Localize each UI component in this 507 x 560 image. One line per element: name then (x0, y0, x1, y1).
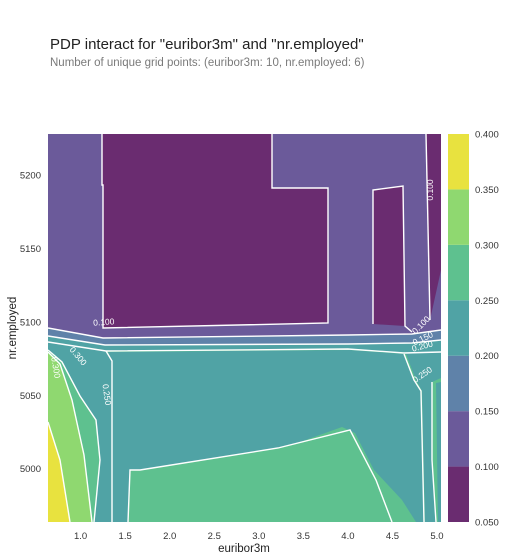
colorbar-band (448, 244, 469, 301)
contour-line-0.250 (105, 350, 113, 522)
y-axis-label: nr.employed (7, 297, 19, 360)
contour-label: 0.300 (49, 356, 63, 379)
contour-line-0.400 (48, 421, 71, 522)
contour-line-0.300 (127, 429, 393, 522)
colorbar-tick-label: 0.250 (475, 296, 499, 307)
colorbar: 0.050 0.100 0.150 0.200 0.250 0.300 0.350 0.400 (448, 130, 499, 529)
contour-band-0.25-0.30 (128, 430, 392, 522)
colorbar-band (448, 466, 469, 522)
contour-fill-layer (48, 134, 441, 522)
contour-line-0.150 (48, 335, 441, 346)
contour-line-0.100 (372, 185, 413, 333)
colorbar-tick-label: 0.150 (475, 407, 499, 418)
contour-line-0.200 (48, 341, 441, 354)
contour-label: 0.100 (93, 316, 115, 327)
contour-label: 0.100 (425, 179, 435, 201)
x-tick-label: 3.0 (252, 531, 265, 542)
colorbar-band (448, 300, 469, 356)
colorbar-tick-label: 0.050 (475, 518, 499, 529)
contour-band-0.20-0.25 (436, 382, 441, 522)
x-tick-label: 1.0 (74, 531, 87, 542)
y-tick-label: 5000 (20, 464, 41, 475)
y-tick-label: 5150 (20, 244, 41, 255)
chart-title: PDP interact for "euribor3m" and "nr.emp… (50, 36, 364, 53)
contour-band-0.35-0.40 (48, 422, 70, 522)
colorbar-tick-label: 0.300 (475, 240, 499, 251)
y-tick-label: 5050 (20, 391, 41, 402)
y-tick-label: 5200 (20, 171, 41, 182)
x-tick-label: 3.5 (297, 531, 310, 542)
colorbar-tick-label: 0.100 (475, 462, 499, 473)
contour-band-0.05-0.10 (373, 186, 405, 326)
x-tick-label: 2.5 (208, 531, 221, 542)
contour-line-0.100 (48, 327, 441, 339)
chart-subtitle: Number of unique grid points: (euribor3m… (50, 57, 365, 69)
contour-line-0.100 (425, 134, 431, 321)
x-tick-label: 5.0 (430, 531, 443, 542)
colorbar-band (448, 189, 469, 245)
axes: 1.0 1.5 2.0 2.5 3.0 3.5 4.0 4.5 5.0 5000 5050 5100 5… (20, 171, 444, 542)
contour-band-0.20-0.25-inner (108, 350, 424, 522)
y-tick-label: 5100 (20, 317, 41, 328)
contour-line-0.100 (101, 134, 329, 329)
colorbar-tick-label: 0.350 (475, 185, 499, 196)
x-tick-label: 2.0 (163, 531, 176, 542)
contour-lines (48, 134, 441, 522)
contour-line-0.250 (403, 353, 425, 522)
contour-line-0.350 (48, 351, 93, 522)
contour-label: 0.250 (101, 383, 114, 406)
contour-line-0.250 (431, 382, 437, 522)
x-tick-label: 4.0 (341, 531, 354, 542)
contour-line-0.300 (48, 349, 101, 522)
x-tick-label: 4.5 (386, 531, 399, 542)
colorbar-tick-label: 0.200 (475, 351, 499, 362)
colorbar-band (448, 134, 469, 190)
colorbar-band (448, 411, 469, 467)
x-axis-label: euribor3m (218, 543, 270, 555)
colorbar-band (448, 355, 469, 412)
contour-band-0.05-0.10 (426, 134, 441, 320)
colorbar-tick-label: 0.400 (475, 130, 499, 141)
x-tick-label: 1.5 (119, 531, 132, 542)
